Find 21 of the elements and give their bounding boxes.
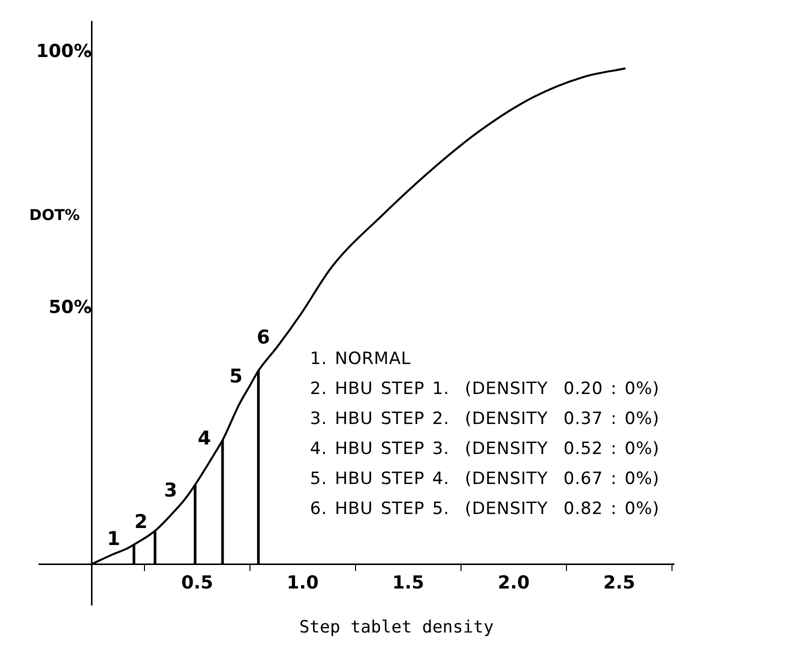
y-tick-label: 50% xyxy=(48,296,92,318)
annotation: 2 xyxy=(134,510,148,533)
annotation: 5. HBU STEP 4. (DENSITY 0.67 : 0%) xyxy=(310,468,660,491)
annotation: 3. HBU STEP 2. (DENSITY 0.37 : 0%) xyxy=(310,408,660,431)
y-axis-title: DOT% xyxy=(29,206,80,224)
annotation: 1. NORMAL xyxy=(310,348,412,371)
annotation: 6. HBU STEP 5. (DENSITY 0.82 : 0%) xyxy=(310,498,660,521)
annotation: 6 xyxy=(256,326,270,349)
annotation: 3 xyxy=(164,480,178,502)
x-tick-label: 1.5 xyxy=(392,572,424,594)
annotation: 4. HBU STEP 3. (DENSITY 0.52 : 0%) xyxy=(310,438,660,461)
x-tick-label: 1.0 xyxy=(286,572,319,594)
annotation: 5 xyxy=(229,365,243,388)
annotation: 1 xyxy=(106,528,120,550)
annotation: 4 xyxy=(198,427,211,450)
annotation: 2. HBU STEP 1. (DENSITY 0.20 : 0%) xyxy=(310,378,660,401)
y-tick-label: 100% xyxy=(36,41,92,62)
x-tick-label: 2.0 xyxy=(498,572,530,594)
x-tick-label: 0.5 xyxy=(181,572,214,594)
x-tick-label: 2.5 xyxy=(603,572,636,594)
x-axis-title: Step tablet density xyxy=(299,617,494,638)
